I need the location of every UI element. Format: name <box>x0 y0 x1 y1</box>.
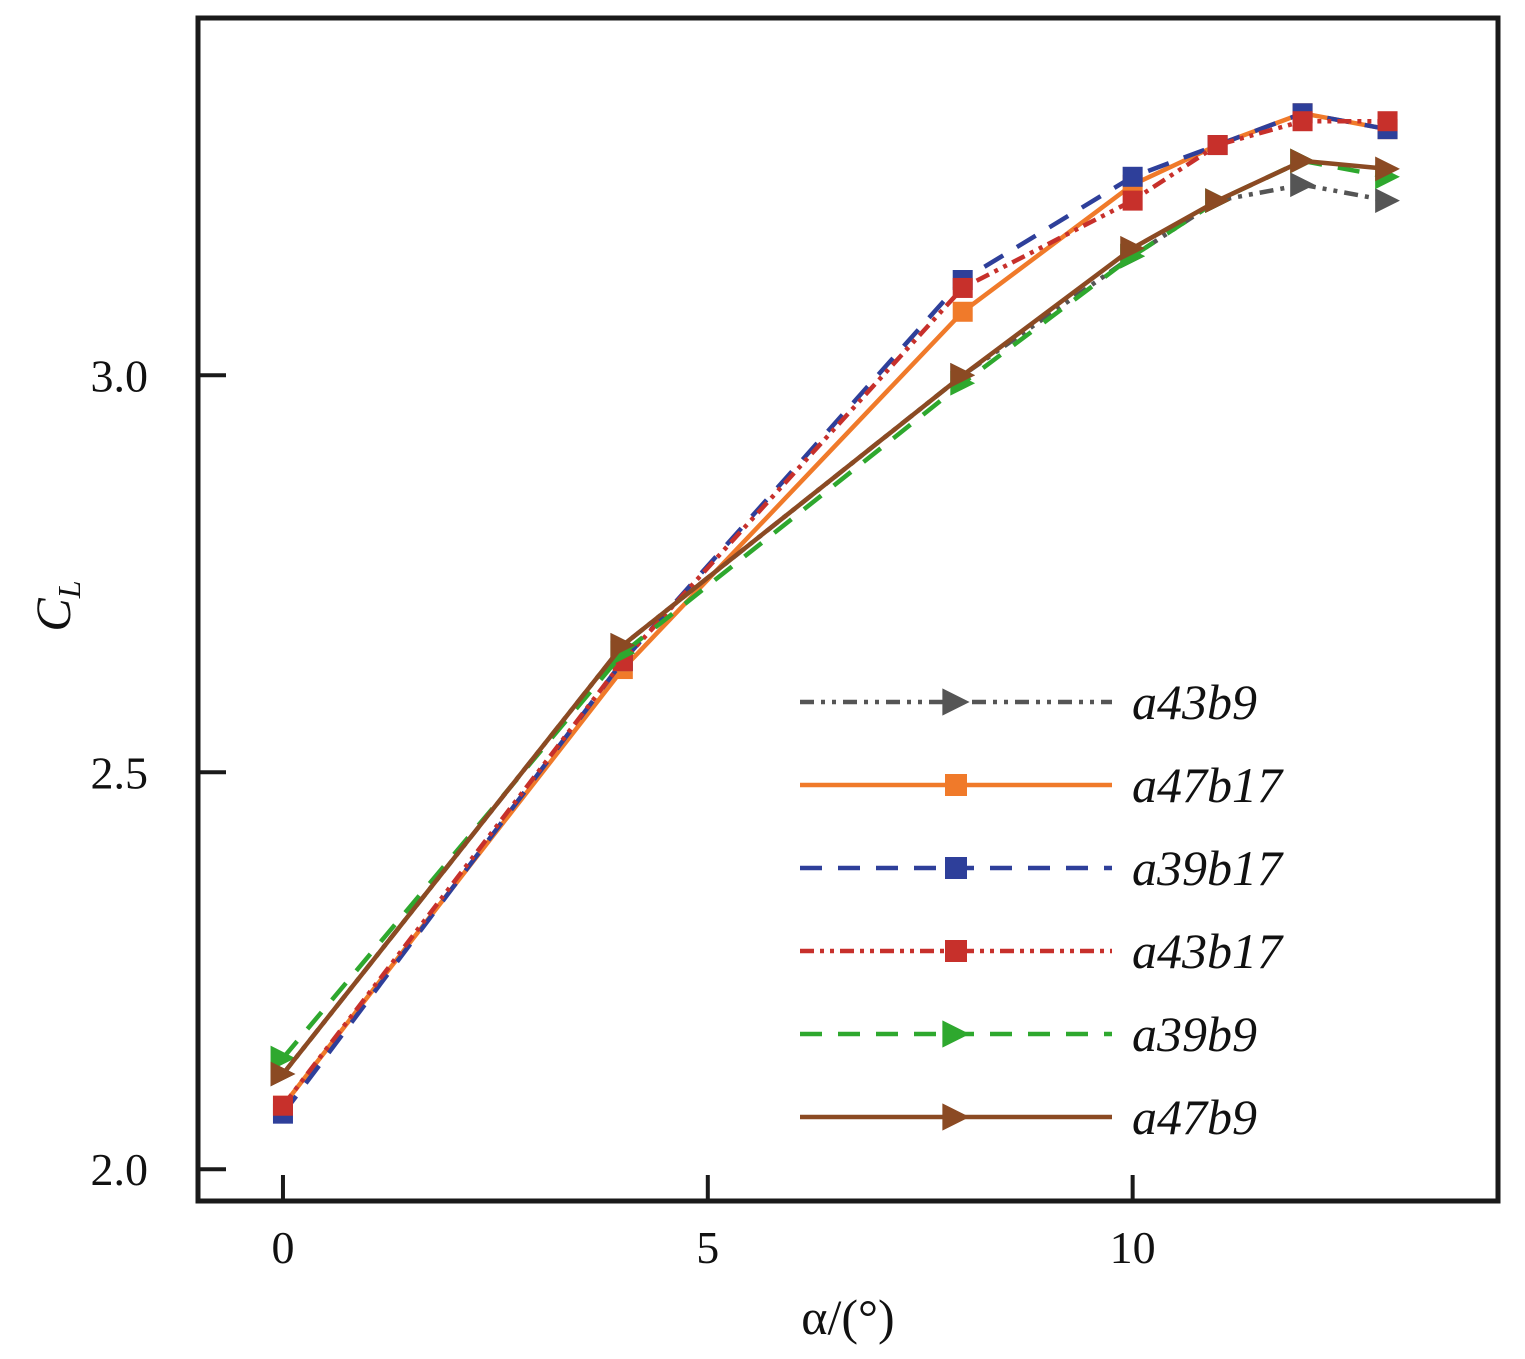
legend-marker <box>945 774 967 796</box>
y-axis-label-main: C <box>25 598 81 632</box>
legend-label: a47b17 <box>1132 757 1284 813</box>
data-point <box>1292 111 1313 132</box>
data-point <box>1207 135 1228 156</box>
legend-item-a39b9: a39b9 <box>800 1006 1257 1062</box>
y-axis-label: CL <box>25 580 87 631</box>
data-point <box>1120 235 1146 261</box>
data-point <box>272 1095 293 1116</box>
legend-label: a47b9 <box>1132 1089 1257 1145</box>
data-point <box>610 632 636 658</box>
data-point <box>1290 148 1315 174</box>
x-tick-label: 0 <box>271 1222 294 1273</box>
legend-marker <box>945 857 967 879</box>
x-axis-label: α/(°) <box>801 1289 894 1345</box>
y-tick-label: 3.0 <box>91 350 149 401</box>
x-tick-label: 5 <box>696 1222 719 1273</box>
legend-marker <box>942 688 970 716</box>
data-point <box>1375 156 1400 182</box>
data-point <box>270 1045 296 1071</box>
data-point <box>1290 172 1315 198</box>
legend-marker <box>942 1103 970 1131</box>
data-point <box>1205 188 1231 214</box>
legend-item-a47b17: a47b17 <box>800 757 1284 813</box>
series-group <box>270 103 1400 1124</box>
legend-item-a43b9: a43b9 <box>800 674 1257 730</box>
axis-ticks: 0 5 10 2.0 2.5 3.0 <box>91 350 1156 1273</box>
legend: a43b9 a47b17 a39b17 a43b17 a39b9 a47b9 <box>800 674 1284 1145</box>
legend-marker <box>945 940 967 962</box>
y-axis-label-sub: L <box>51 580 87 599</box>
series-a47b9 <box>270 148 1400 1087</box>
legend-label: a43b17 <box>1132 923 1284 979</box>
plot-frame <box>195 15 1501 1204</box>
data-point <box>1377 111 1398 132</box>
y-tick-label: 2.0 <box>91 1144 149 1195</box>
data-point <box>950 362 976 388</box>
data-point <box>270 1061 296 1087</box>
legend-label: a39b9 <box>1132 1006 1257 1062</box>
data-point <box>952 277 973 298</box>
y-tick-label: 2.5 <box>91 747 149 798</box>
legend-item-a47b9: a47b9 <box>800 1089 1257 1145</box>
data-point <box>1375 188 1400 214</box>
data-point <box>1122 190 1143 211</box>
legend-label: a39b17 <box>1132 840 1284 896</box>
data-point <box>952 301 973 322</box>
x-tick-label: 10 <box>1110 1222 1156 1273</box>
legend-item-a39b17: a39b17 <box>800 840 1284 896</box>
legend-item-a43b17: a43b17 <box>800 923 1284 979</box>
data-point <box>1122 166 1143 187</box>
legend-marker <box>942 1020 970 1048</box>
legend-label: a43b9 <box>1132 674 1257 730</box>
